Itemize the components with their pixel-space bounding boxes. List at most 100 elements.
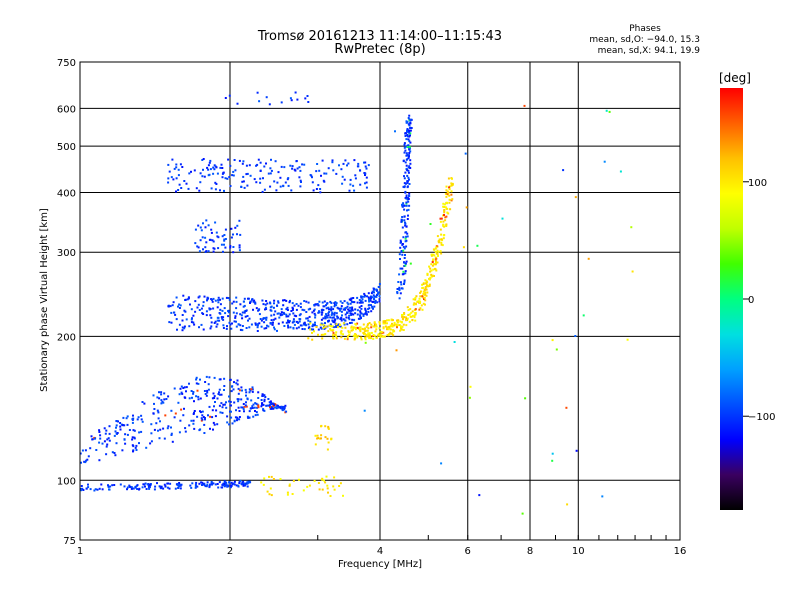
data-point bbox=[181, 319, 184, 322]
data-point bbox=[364, 311, 367, 314]
data-point bbox=[314, 303, 317, 306]
data-point bbox=[330, 314, 333, 316]
data-point bbox=[190, 170, 192, 173]
data-point bbox=[435, 257, 438, 260]
data-point bbox=[400, 321, 403, 324]
data-point bbox=[424, 293, 426, 296]
data-point bbox=[401, 287, 404, 290]
data-point bbox=[123, 424, 126, 427]
data-point bbox=[350, 297, 353, 300]
data-point bbox=[226, 421, 229, 424]
data-point bbox=[260, 481, 263, 484]
data-point bbox=[256, 406, 259, 409]
data-point bbox=[403, 177, 406, 180]
data-point bbox=[288, 313, 291, 316]
data-point bbox=[216, 316, 219, 319]
data-point bbox=[198, 309, 201, 311]
data-point bbox=[183, 180, 186, 182]
data-point bbox=[405, 235, 408, 238]
data-point bbox=[336, 326, 339, 329]
data-point bbox=[229, 379, 232, 381]
data-point bbox=[346, 305, 349, 308]
data-point bbox=[291, 167, 294, 170]
data-point bbox=[245, 394, 247, 397]
data-point bbox=[212, 166, 215, 169]
data-point bbox=[242, 484, 245, 487]
data-point bbox=[270, 158, 272, 161]
data-point bbox=[298, 318, 301, 320]
data-point bbox=[205, 485, 208, 488]
data-point bbox=[287, 315, 290, 318]
data-point bbox=[333, 312, 336, 315]
data-point bbox=[341, 182, 344, 185]
data-point bbox=[276, 304, 278, 307]
data-point bbox=[134, 486, 137, 489]
data-point bbox=[202, 301, 205, 304]
data-point bbox=[442, 237, 445, 240]
data-point bbox=[216, 423, 219, 426]
data-point bbox=[407, 200, 410, 203]
data-point bbox=[331, 312, 334, 315]
data-point bbox=[218, 393, 221, 396]
data-point bbox=[221, 406, 224, 409]
data-point bbox=[370, 295, 372, 298]
data-point bbox=[395, 349, 398, 352]
data-point bbox=[406, 209, 408, 212]
data-point bbox=[219, 312, 222, 315]
data-point bbox=[145, 446, 148, 449]
data-point bbox=[251, 388, 254, 391]
data-point bbox=[264, 303, 267, 306]
data-point bbox=[468, 396, 471, 399]
data-point bbox=[263, 327, 266, 330]
data-point bbox=[325, 475, 328, 478]
data-point bbox=[140, 430, 143, 433]
data-point bbox=[367, 308, 370, 310]
data-point bbox=[192, 314, 195, 317]
data-point bbox=[223, 403, 226, 406]
data-point bbox=[281, 313, 284, 316]
data-point bbox=[327, 312, 330, 315]
data-point bbox=[279, 406, 282, 409]
data-point bbox=[389, 331, 392, 334]
data-point bbox=[325, 304, 327, 307]
data-point bbox=[376, 293, 379, 296]
data-point bbox=[555, 348, 558, 351]
data-point bbox=[267, 325, 270, 328]
data-point bbox=[80, 485, 83, 487]
data-point bbox=[331, 161, 334, 164]
data-point bbox=[207, 174, 210, 177]
data-point bbox=[361, 327, 364, 330]
data-point bbox=[360, 301, 363, 304]
data-point bbox=[221, 235, 224, 238]
data-point bbox=[478, 494, 481, 497]
data-point bbox=[239, 328, 242, 331]
data-point bbox=[445, 195, 448, 198]
data-point bbox=[265, 96, 268, 99]
data-point bbox=[359, 183, 362, 186]
data-point bbox=[333, 334, 336, 336]
data-point bbox=[203, 175, 206, 178]
data-point bbox=[203, 484, 206, 486]
data-point bbox=[321, 308, 324, 311]
data-point bbox=[361, 295, 364, 298]
data-point bbox=[318, 488, 321, 491]
data-point bbox=[241, 311, 244, 314]
data-point bbox=[405, 121, 408, 124]
data-point bbox=[180, 483, 183, 486]
data-point bbox=[244, 388, 247, 391]
data-point bbox=[206, 483, 209, 486]
data-point bbox=[409, 134, 411, 137]
data-point bbox=[365, 334, 368, 337]
data-point bbox=[371, 306, 374, 309]
data-point bbox=[216, 323, 219, 326]
data-point bbox=[434, 263, 437, 266]
data-point bbox=[81, 449, 84, 452]
data-point bbox=[282, 299, 284, 302]
data-point bbox=[293, 168, 296, 171]
data-point bbox=[312, 309, 315, 312]
data-point bbox=[133, 429, 136, 432]
data-point bbox=[230, 481, 233, 484]
data-point bbox=[370, 310, 373, 313]
data-point bbox=[587, 257, 590, 260]
data-point bbox=[205, 310, 208, 313]
